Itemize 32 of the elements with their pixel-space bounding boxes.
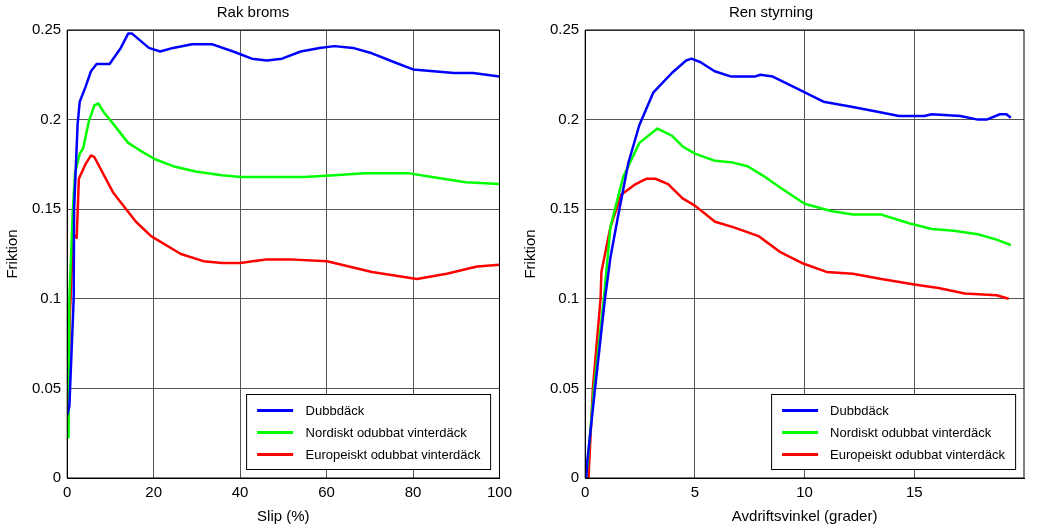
x-tick-label: 20 <box>145 483 162 501</box>
y-axis-title: Friktion <box>3 229 21 279</box>
legend-label: Europeiskt odubbat vinterdäck <box>305 446 481 462</box>
legend-label: Europeiskt odubbat vinterdäck <box>830 446 1005 462</box>
y-tick-label: 0 <box>570 468 580 486</box>
x-tick-label: 40 <box>231 483 249 501</box>
chart-title: Ren styrning <box>728 3 814 21</box>
legend-label: Dubbdäck <box>830 402 889 418</box>
y-tick-label: 0.15 <box>31 199 62 217</box>
legend-label: Dubbdäck <box>305 402 365 418</box>
x-tick-label: 10 <box>796 483 813 501</box>
y-tick-label: 0.25 <box>31 20 62 38</box>
x-tick-label: 80 <box>404 483 422 501</box>
chart-title: Rak broms <box>216 3 290 21</box>
y-tick-label: 0.25 <box>549 20 580 38</box>
x-tick-label: 5 <box>690 483 700 501</box>
x-tick-label: 15 <box>905 483 923 501</box>
y-tick-label: 0.15 <box>549 199 580 217</box>
x-axis-title: Avdriftsvinkel (grader) <box>731 507 878 525</box>
y-tick-label: 0.05 <box>31 378 62 396</box>
y-tick-label: 0.2 <box>40 109 62 127</box>
y-tick-label: 0.1 <box>40 288 62 306</box>
x-tick-label: 100 <box>486 483 512 501</box>
legend-label: Nordiskt odubbat vinterdäck <box>830 424 992 440</box>
y-tick-label: 0.1 <box>558 288 580 306</box>
x-axis-title: Slip (%) <box>257 507 310 525</box>
x-tick-label: 60 <box>318 483 335 501</box>
y-tick-label: 0.05 <box>549 378 580 396</box>
legend-label: Nordiskt odubbat vinterdäck <box>305 424 467 440</box>
y-tick-label: 0 <box>52 468 62 486</box>
y-axis-title: Friktion <box>521 229 539 279</box>
y-tick-label: 0.2 <box>558 109 580 127</box>
